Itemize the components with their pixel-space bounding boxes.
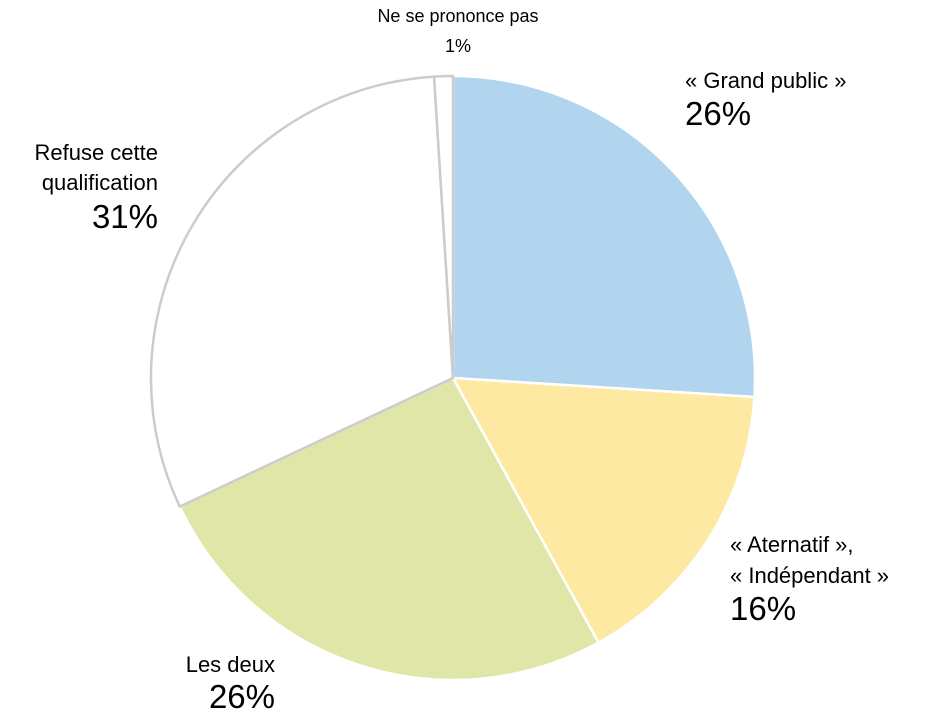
slice-value-label: 26%: [209, 678, 275, 715]
slice-label: « Grand public »: [685, 68, 846, 93]
slice-label-line: « Indépendant »: [730, 563, 889, 588]
slice-label: Ne se prononce pas: [377, 6, 538, 26]
slice-label: « Aternatif », « Indépendant »: [730, 532, 889, 588]
pie-slice: [451, 74, 757, 399]
pie-slice: [178, 376, 601, 682]
pie-slice: [149, 75, 455, 509]
slice-value-label: 16%: [730, 590, 796, 627]
slice-label: Refuse cette qualification: [34, 140, 158, 195]
slice-value-label: 31%: [92, 198, 158, 235]
slice-label: Les deux: [186, 652, 275, 677]
slice-label-line: Les deux: [186, 652, 275, 677]
slice-label-line: Ne se prononce pas: [377, 6, 538, 26]
slice-label-line: Refuse cette: [34, 140, 158, 165]
slice-label-line: qualification: [42, 170, 158, 195]
slice-label-line: « Grand public »: [685, 68, 846, 93]
slice-value-label: 26%: [685, 95, 751, 132]
slice-label-line: « Aternatif »,: [730, 532, 854, 557]
pie-slice: [432, 74, 455, 379]
pie-slice: [450, 376, 756, 645]
slice-value-label: 1%: [445, 36, 471, 56]
